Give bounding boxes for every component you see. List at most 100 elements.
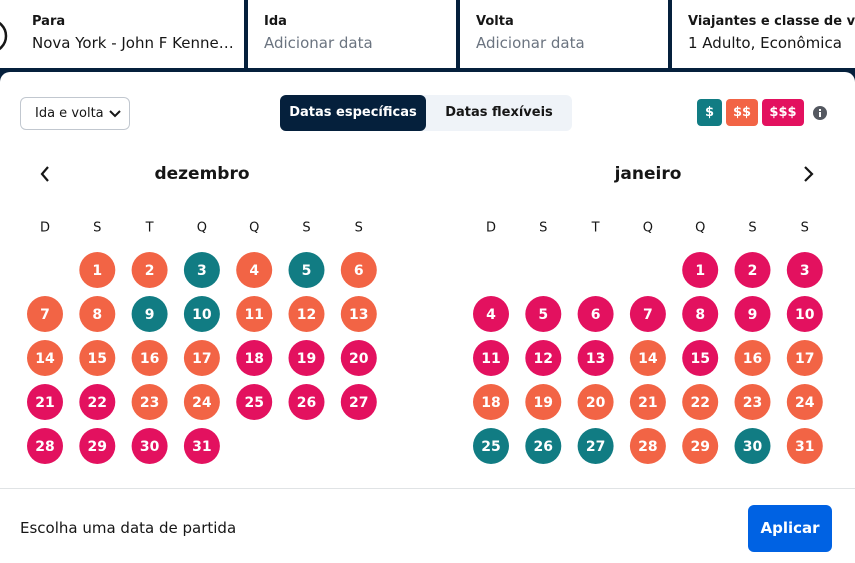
- day-cell[interactable]: [236, 384, 273, 420]
- day-number: 16: [743, 351, 762, 367]
- day-number: 7: [40, 307, 50, 323]
- day-cell[interactable]: [131, 428, 168, 464]
- day-cell[interactable]: [734, 384, 771, 420]
- day-number: 10: [795, 307, 815, 323]
- day-cell[interactable]: [288, 384, 325, 420]
- day-cell[interactable]: [629, 428, 666, 464]
- day-cell[interactable]: [525, 428, 562, 464]
- day-cell[interactable]: [131, 340, 168, 376]
- day-number: 13: [349, 307, 368, 323]
- day-cell[interactable]: [288, 252, 325, 288]
- day-cell[interactable]: [682, 296, 719, 332]
- day-cell[interactable]: [577, 428, 614, 464]
- day-cell[interactable]: [629, 340, 666, 376]
- day-cell[interactable]: [525, 296, 562, 332]
- field-value: 1 Adulto, Econômica: [688, 34, 842, 52]
- day-cell[interactable]: [236, 296, 273, 332]
- day-cell[interactable]: [79, 428, 116, 464]
- day-cell[interactable]: [236, 340, 273, 376]
- field-label: Ida: [264, 14, 287, 29]
- day-cell[interactable]: [79, 252, 116, 288]
- day-cell[interactable]: [734, 296, 771, 332]
- day-cell[interactable]: [79, 340, 116, 376]
- day-cell[interactable]: [629, 384, 666, 420]
- day-cell[interactable]: [577, 384, 614, 420]
- day-cell[interactable]: [131, 296, 168, 332]
- day-cell[interactable]: [577, 340, 614, 376]
- day-cell[interactable]: [340, 296, 377, 332]
- day-cell[interactable]: [682, 340, 719, 376]
- day-cell[interactable]: [288, 340, 325, 376]
- info-icon[interactable]: [812, 105, 828, 121]
- day-cell[interactable]: [473, 384, 509, 420]
- day-cell[interactable]: [786, 428, 823, 464]
- day-cell[interactable]: [525, 384, 562, 420]
- day-number: 6: [354, 263, 364, 279]
- field-to[interactable]: Para Nova York - John F Kenne…: [0, 0, 244, 68]
- field-return[interactable]: Volta Adicionar data: [460, 0, 668, 68]
- day-cell[interactable]: [183, 296, 220, 332]
- day-cell[interactable]: [27, 384, 63, 420]
- day-number: 1: [92, 263, 102, 279]
- day-cell[interactable]: [682, 428, 719, 464]
- day-cell[interactable]: [340, 340, 377, 376]
- day-cell[interactable]: [525, 340, 562, 376]
- day-cell[interactable]: [79, 384, 116, 420]
- day-cell[interactable]: [183, 428, 220, 464]
- day-cell[interactable]: [629, 296, 666, 332]
- day-cell[interactable]: [734, 252, 771, 288]
- field-depart[interactable]: Ida Adicionar data: [248, 0, 456, 68]
- day-cell[interactable]: [183, 384, 220, 420]
- day-cell[interactable]: [131, 384, 168, 420]
- day-cell[interactable]: [288, 296, 325, 332]
- day-cell[interactable]: [27, 340, 63, 376]
- day-number: 9: [748, 307, 758, 323]
- day-cell[interactable]: [786, 296, 823, 332]
- day-cell[interactable]: [473, 428, 509, 464]
- day-cell[interactable]: [682, 252, 719, 288]
- day-number: 8: [92, 307, 102, 323]
- field-travellers[interactable]: Viajantes e classe de voo 1 Adulto, Econ…: [672, 0, 855, 68]
- day-cell[interactable]: [340, 384, 377, 420]
- day-cell[interactable]: [786, 252, 823, 288]
- day-cell[interactable]: [131, 252, 168, 288]
- day-number: 29: [88, 439, 107, 455]
- weekday: S: [355, 221, 363, 236]
- day-cell[interactable]: [682, 384, 719, 420]
- day-cell[interactable]: [183, 252, 220, 288]
- day-cell[interactable]: [236, 252, 273, 288]
- day-number: 10: [192, 307, 212, 323]
- prev-arrow[interactable]: [40, 166, 49, 182]
- day-number: 6: [591, 307, 601, 323]
- day-cell[interactable]: [79, 296, 116, 332]
- day-cell[interactable]: [473, 296, 509, 332]
- weekday: Q: [695, 221, 705, 236]
- trip-type-dropdown[interactable]: Ida e volta: [20, 97, 130, 130]
- weekday: Q: [197, 221, 207, 236]
- day-cell[interactable]: [734, 428, 771, 464]
- weekday: D: [40, 221, 50, 236]
- day-cell[interactable]: [734, 340, 771, 376]
- day-cell[interactable]: [27, 296, 63, 332]
- month-title: janeiro: [614, 164, 682, 184]
- day-number: 15: [88, 351, 107, 367]
- day-number: 4: [486, 307, 496, 323]
- day-number: 23: [743, 395, 762, 411]
- mode-option[interactable]: Datas flexíveis: [445, 105, 553, 120]
- day-cell[interactable]: [473, 340, 509, 376]
- day-cell[interactable]: [340, 252, 377, 288]
- weekday: S: [801, 221, 809, 236]
- day-cell[interactable]: [577, 296, 614, 332]
- day-number: 19: [297, 351, 316, 367]
- apply-button[interactable]: Aplicar: [748, 505, 832, 552]
- day-cell[interactable]: [786, 340, 823, 376]
- mode-option[interactable]: Datas específicas: [280, 95, 426, 131]
- day-cell[interactable]: [27, 428, 63, 464]
- next-arrow[interactable]: [804, 166, 814, 182]
- day-number: 9: [145, 307, 155, 323]
- day-number: 5: [538, 307, 548, 323]
- day-cell[interactable]: [183, 340, 220, 376]
- day-number: 28: [638, 439, 657, 455]
- day-cell[interactable]: [786, 384, 823, 420]
